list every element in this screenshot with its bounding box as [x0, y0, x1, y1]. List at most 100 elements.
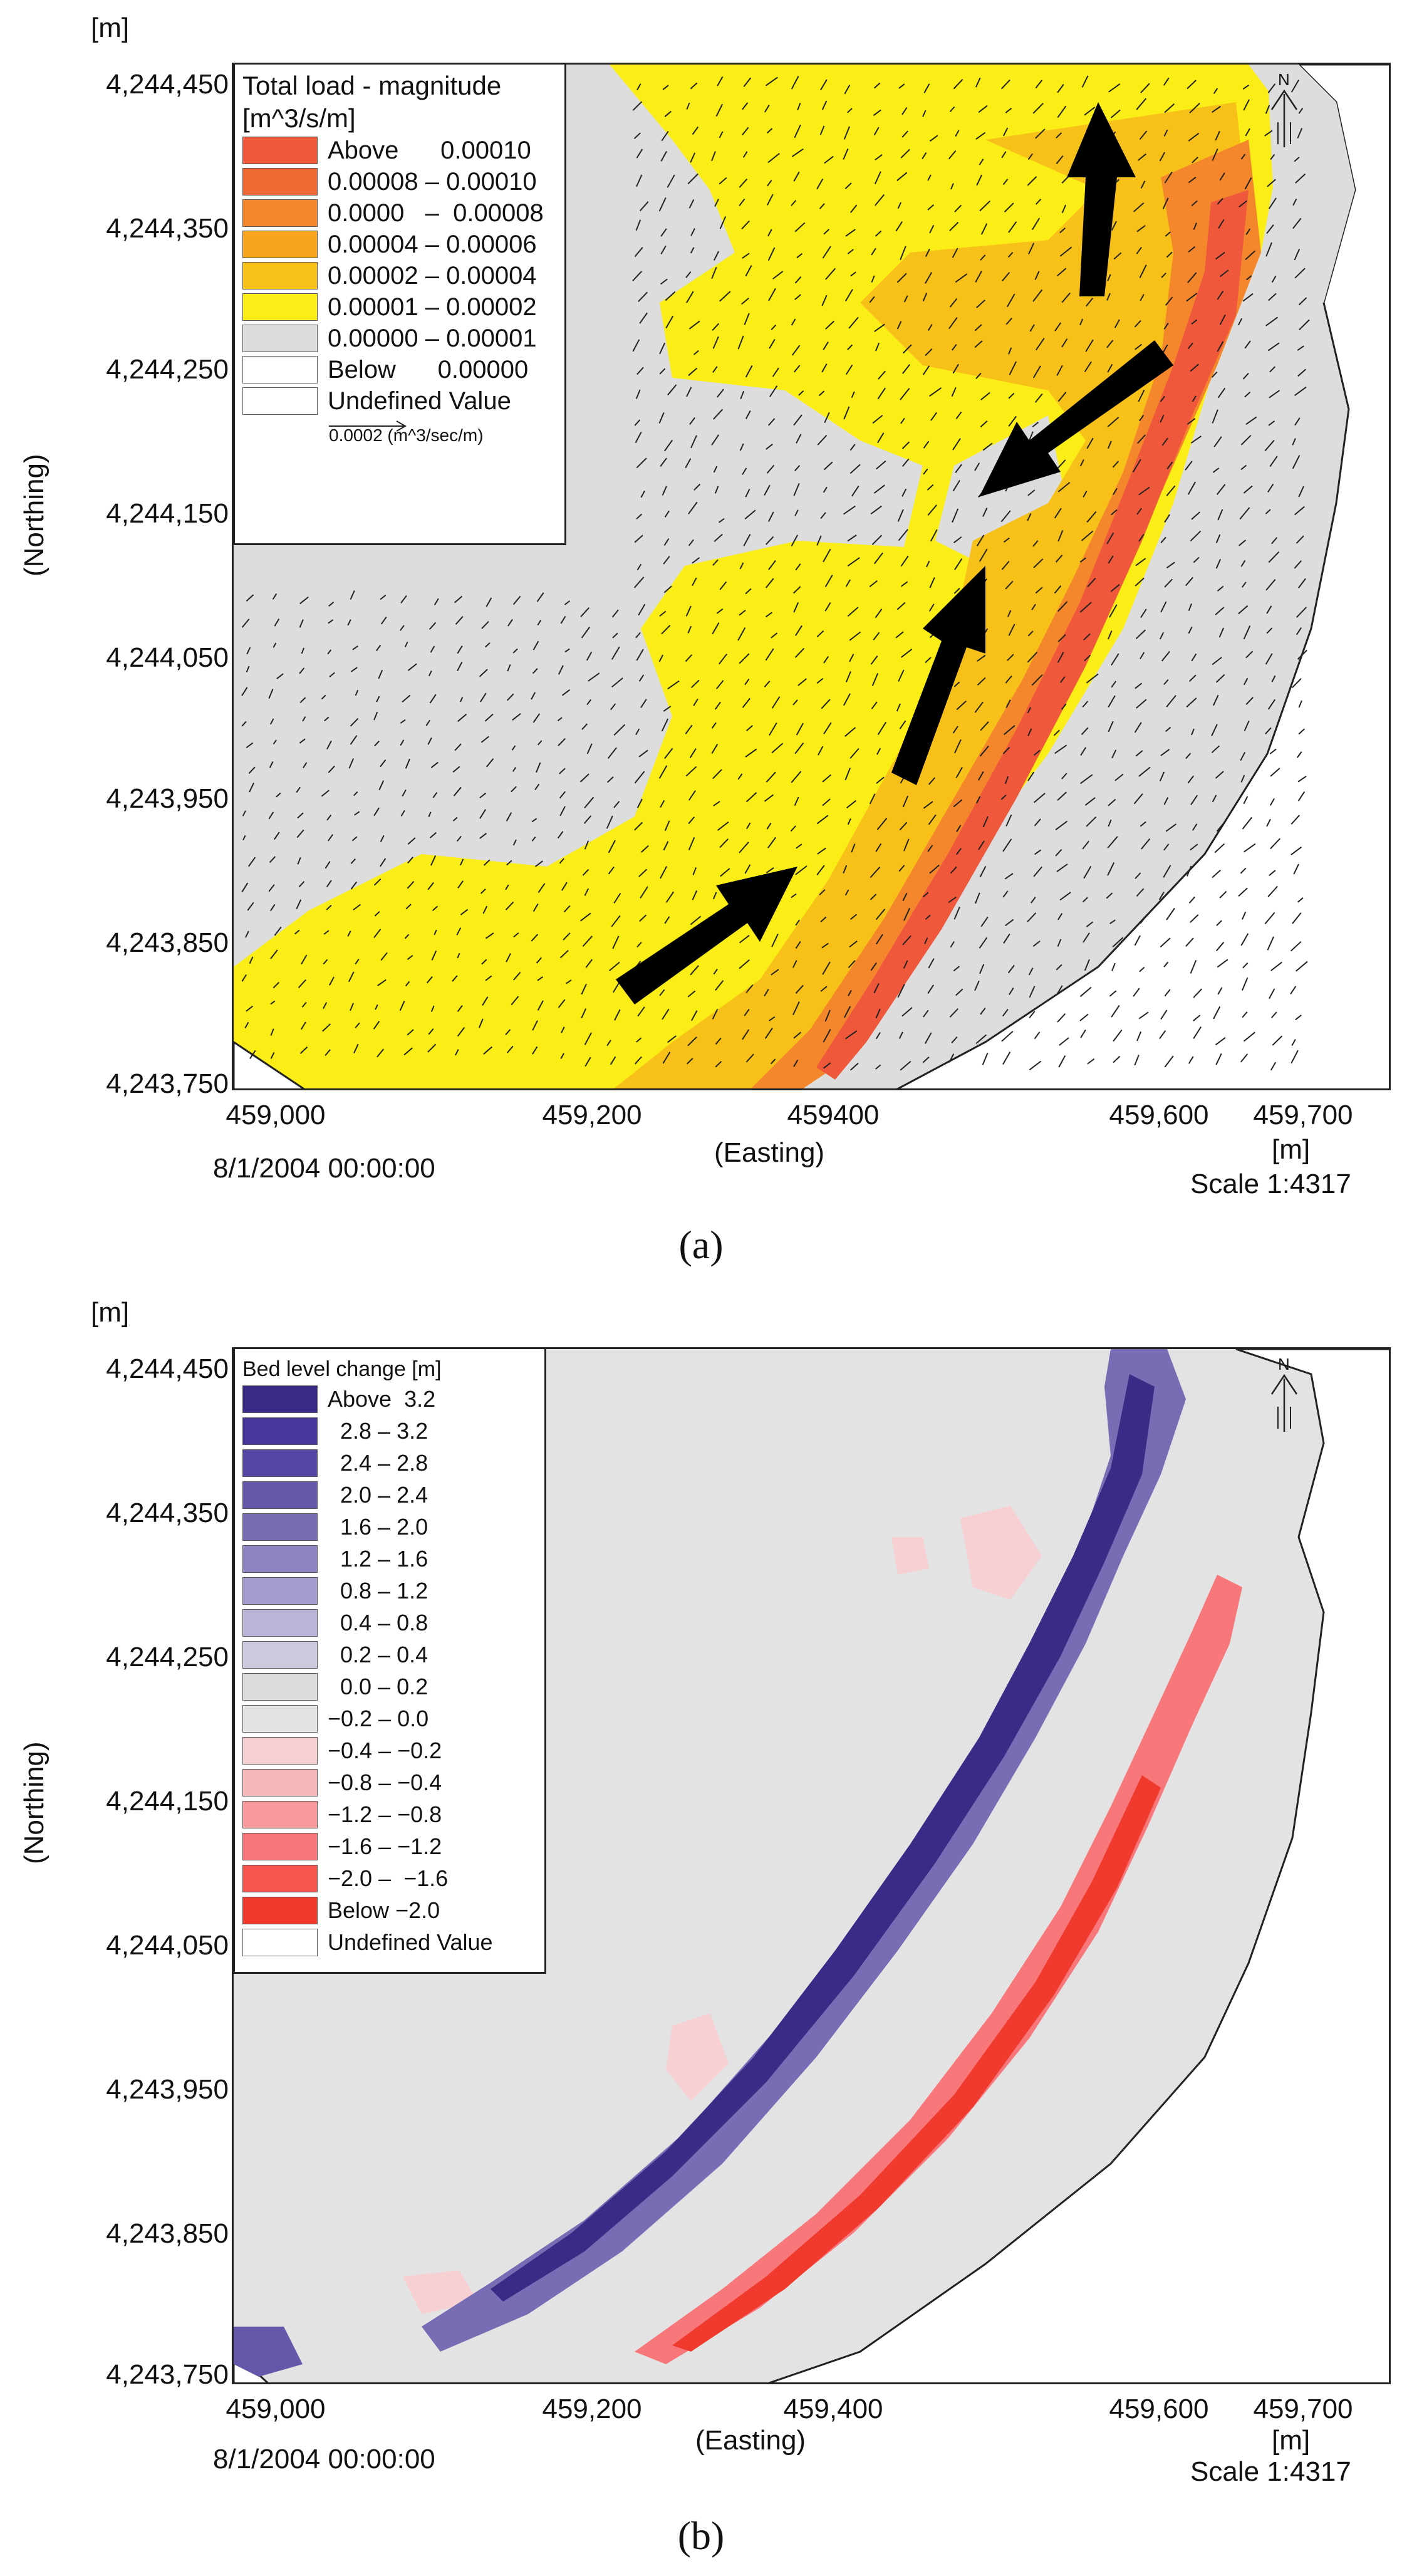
vector-mark	[376, 696, 380, 702]
vector-mark	[847, 607, 859, 617]
vector-mark	[486, 597, 492, 607]
vector-mark	[1079, 318, 1084, 326]
vector-mark	[1139, 967, 1145, 973]
vector-mark	[1001, 561, 1010, 570]
vector-mark	[1265, 105, 1270, 114]
vector-mark	[536, 592, 544, 602]
vector-mark	[1087, 578, 1096, 588]
vector-mark	[636, 513, 643, 519]
vector-mark	[818, 390, 825, 397]
vector-mark	[662, 85, 669, 90]
vector-mark	[712, 366, 718, 373]
vector-mark	[531, 837, 536, 842]
vector-mark	[1059, 676, 1066, 683]
vector-mark	[982, 507, 988, 517]
vector-mark	[975, 1034, 987, 1045]
vector-mark	[296, 899, 302, 909]
vector-mark	[688, 790, 696, 801]
vector-mark	[1212, 409, 1218, 424]
vector-mark	[512, 595, 521, 605]
y-tick: 4,244,150	[106, 1786, 229, 1817]
vector-mark	[380, 952, 388, 961]
vector-mark	[376, 1048, 385, 1058]
legend-swatch	[242, 231, 318, 258]
vector-mark	[665, 315, 674, 329]
vector-mark	[715, 103, 724, 117]
vector-mark	[850, 271, 856, 277]
x-unit-label: [m]	[1272, 2425, 1311, 2456]
vector-mark	[685, 458, 692, 469]
y-axis-label: (Northing)	[19, 454, 49, 576]
vector-mark	[660, 278, 668, 285]
vector-mark	[793, 1059, 799, 1067]
vector-mark	[688, 539, 694, 546]
vector-mark	[848, 960, 856, 969]
vector-mark	[1186, 293, 1198, 302]
vector-mark	[586, 651, 593, 661]
vector-mark	[713, 801, 720, 806]
vector-mark	[847, 344, 853, 350]
vector-mark	[513, 932, 519, 938]
legend-swatch	[242, 1417, 318, 1445]
vector-mark	[1267, 699, 1276, 710]
vector-mark	[1267, 885, 1278, 897]
vector-mark	[1057, 482, 1071, 493]
vector-mark	[1034, 849, 1042, 855]
vector-mark	[1294, 157, 1300, 162]
vector-mark	[483, 859, 491, 866]
vector-mark	[843, 865, 848, 873]
legend-label: 0.0 – 0.2	[328, 1673, 428, 1699]
vector-mark	[1027, 489, 1036, 496]
vector-mark	[1239, 507, 1250, 520]
vector-mark	[1290, 1050, 1299, 1064]
vector-mark	[1292, 217, 1302, 229]
vector-reference-arrow	[329, 420, 407, 432]
vector-mark	[1057, 268, 1067, 276]
vector-mark	[794, 276, 802, 284]
vector-mark	[1000, 794, 1007, 800]
vector-mark	[1057, 913, 1063, 920]
vector-mark	[739, 959, 750, 969]
vector-mark	[739, 562, 744, 570]
vector-mark	[1298, 700, 1302, 708]
vector-mark	[479, 669, 488, 677]
vector-mark	[686, 102, 690, 110]
north-arrow-icon: N	[1265, 70, 1303, 154]
vector-mark	[1035, 199, 1042, 205]
vector-mark	[1027, 153, 1034, 160]
vector-mark	[613, 892, 621, 904]
velocity-vectors	[241, 75, 1310, 1071]
y-axis-label: (Northing)	[19, 1741, 49, 1864]
vector-mark	[745, 725, 753, 732]
vector-mark	[454, 595, 463, 603]
vector-mark	[875, 843, 882, 852]
vector-mark	[456, 836, 462, 842]
vector-mark	[1160, 395, 1165, 402]
vector-mark	[347, 619, 351, 626]
zone-red	[816, 190, 1249, 1080]
legend-label: 2.8 – 3.2	[328, 1417, 428, 1444]
vector-mark	[713, 968, 718, 975]
vector-mark	[457, 645, 463, 654]
vector-mark	[1244, 340, 1251, 349]
vector-mark	[1264, 912, 1275, 925]
vector-mark	[692, 867, 697, 875]
vector-mark	[954, 739, 962, 754]
x-tick: 459,200	[542, 1100, 642, 1130]
vector-mark	[1008, 415, 1017, 427]
y-unit-label: [m]	[91, 13, 130, 43]
vector-mark	[1138, 766, 1151, 777]
vector-mark	[949, 298, 958, 308]
vector-mark	[1215, 534, 1221, 543]
vector-mark	[427, 737, 432, 745]
legend-label: −1.2 – −0.8	[328, 1801, 442, 1827]
vector-mark	[270, 1028, 274, 1036]
vector-mark	[928, 814, 937, 825]
vector-mark	[532, 668, 538, 674]
vector-mark	[824, 155, 834, 164]
vector-mark	[821, 100, 828, 110]
vector-mark	[870, 894, 877, 900]
vector-mark	[635, 389, 641, 399]
vector-mark	[506, 1045, 514, 1053]
vector-mark	[1111, 221, 1118, 231]
